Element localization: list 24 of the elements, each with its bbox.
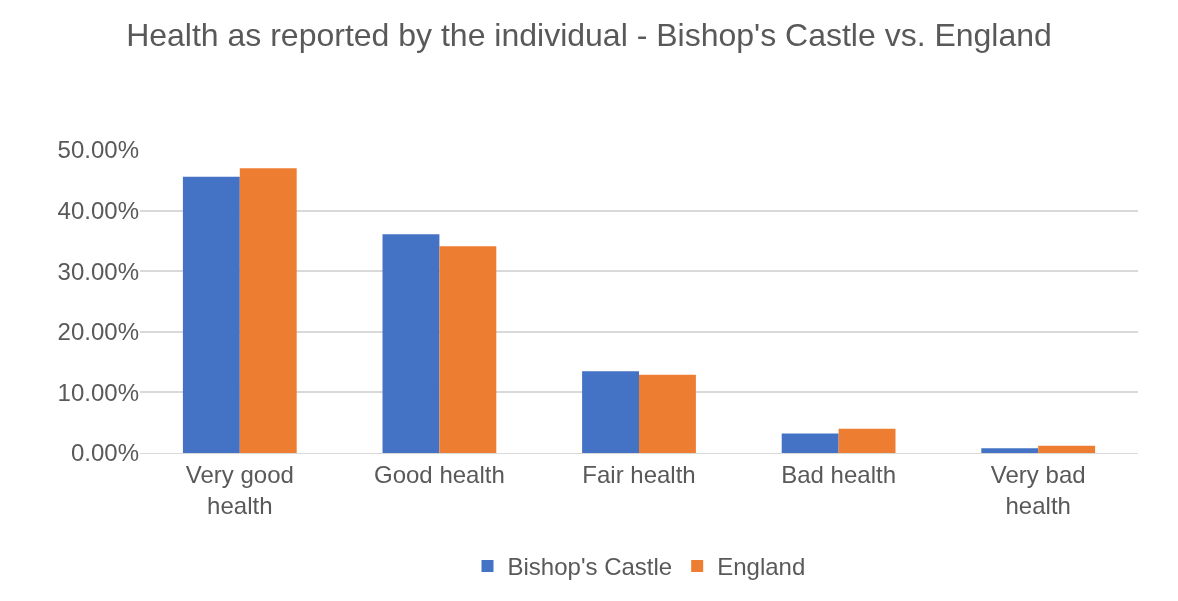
bar (239, 168, 297, 453)
chart-title: Health as reported by the individual - Bishop's Castle vs. England (126, 17, 1052, 54)
x-tick-label: Bad health (781, 460, 896, 488)
x-tick-label: Very bad health (990, 460, 1086, 519)
bar (382, 234, 440, 453)
bar (639, 374, 696, 453)
bar (439, 246, 497, 453)
bar (981, 448, 1039, 453)
bar (781, 433, 839, 453)
bar (182, 176, 240, 453)
bar (1038, 445, 1096, 453)
legend-label: England (717, 553, 806, 581)
y-tick-label: 30.00% (57, 257, 139, 285)
x-tick-label: Very good health (185, 460, 294, 519)
y-tick-label: 50.00% (57, 136, 139, 164)
x-tick-label: Good health (374, 460, 505, 488)
y-tick-label: 0.00% (70, 439, 139, 467)
x-tick-label: Fair health (582, 460, 696, 488)
bar (838, 428, 896, 453)
bar (582, 371, 639, 453)
y-tick-label: 10.00% (57, 378, 139, 406)
y-tick-label: 40.00% (57, 197, 139, 224)
y-tick-label: 20.00% (57, 318, 139, 346)
legend-label: Bishop's Castle (507, 553, 673, 581)
